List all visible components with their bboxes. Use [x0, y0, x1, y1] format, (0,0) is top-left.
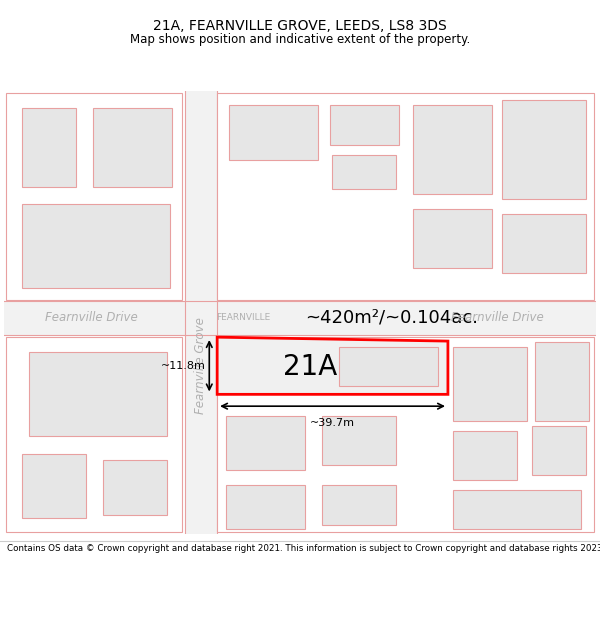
Bar [185, 91, 217, 534]
Bar [535, 342, 589, 421]
Bar [322, 485, 395, 524]
Bar [413, 209, 492, 268]
Text: 21A, FEARNVILLE GROVE, LEEDS, LS8 3DS: 21A, FEARNVILLE GROVE, LEEDS, LS8 3DS [153, 19, 447, 32]
Bar [6, 337, 182, 532]
Bar [22, 204, 170, 288]
Bar [217, 92, 594, 299]
Bar [532, 426, 586, 475]
Text: ~11.8m: ~11.8m [160, 361, 205, 371]
Bar [229, 106, 318, 159]
Bar [453, 347, 527, 421]
Bar [322, 416, 395, 466]
Bar [93, 108, 172, 188]
Bar [413, 106, 492, 194]
Bar [226, 485, 305, 529]
Bar [217, 337, 594, 532]
Text: ~39.7m: ~39.7m [310, 418, 355, 428]
Bar [22, 108, 76, 188]
Text: Fearnville Drive: Fearnville Drive [451, 311, 544, 324]
Text: ~420m²/~0.104ac.: ~420m²/~0.104ac. [305, 309, 478, 327]
Bar [103, 461, 167, 514]
Bar [329, 106, 398, 145]
Text: Fearnville Grove: Fearnville Grove [194, 318, 208, 414]
Bar [6, 92, 182, 299]
Bar [332, 155, 395, 189]
Bar [29, 352, 167, 436]
Bar [340, 347, 438, 386]
Text: 21A: 21A [283, 352, 337, 381]
Bar [226, 416, 305, 470]
Polygon shape [217, 337, 448, 394]
Bar [453, 431, 517, 480]
Bar [4, 301, 596, 335]
Text: Contains OS data © Crown copyright and database right 2021. This information is : Contains OS data © Crown copyright and d… [7, 544, 600, 552]
Text: Fearnville Drive: Fearnville Drive [44, 311, 137, 324]
Text: Map shows position and indicative extent of the property.: Map shows position and indicative extent… [130, 32, 470, 46]
Text: FEARNVILLE: FEARNVILLE [216, 313, 271, 322]
Bar [22, 454, 86, 518]
Bar [502, 101, 586, 199]
Bar [453, 490, 581, 529]
Bar [502, 214, 586, 273]
